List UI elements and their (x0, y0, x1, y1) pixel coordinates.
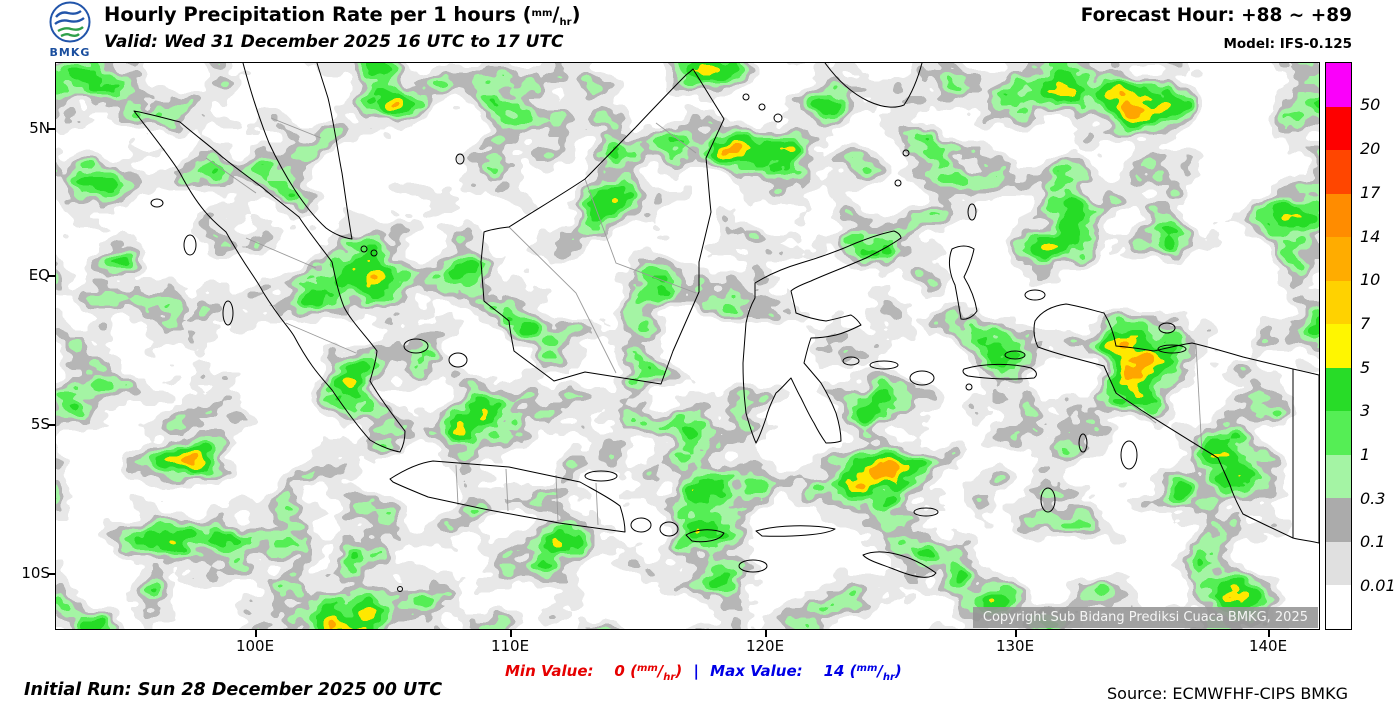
legend-swatch (1326, 193, 1351, 238)
legend-label: 0.1 (1360, 532, 1386, 551)
bmkg-logo: BMKG (42, 1, 98, 59)
legend-swatch (1326, 454, 1351, 499)
lat-label-10s: 10S (21, 564, 50, 582)
legend-label: 0.3 (1360, 489, 1386, 508)
initial-run-label: Initial Run: Sun 28 December 2025 00 UTC (24, 680, 443, 700)
axis-tick (48, 424, 55, 426)
lon-label-120e: 120E (745, 637, 785, 655)
min-value: Min Value: 0 (mm/hr) (505, 662, 683, 683)
bmkg-logo-text: BMKG (49, 46, 91, 59)
legend-label: 5 (1360, 358, 1371, 377)
lat-label-eq: EQ (28, 266, 50, 284)
legend-label: 17 (1360, 183, 1381, 202)
legend-swatch (1326, 150, 1351, 194)
separator: | (693, 662, 699, 680)
source-label: Source: ECMWFHF-CIPS BMKG (1107, 684, 1348, 703)
max-value: Max Value: 14 (mm/hr) (710, 662, 902, 683)
legend-swatch (1326, 63, 1351, 107)
lon-label-100e: 100E (235, 637, 275, 655)
legend-swatch (1326, 585, 1351, 629)
bmkg-logo-icon (49, 1, 91, 43)
map-canvas (56, 62, 1320, 629)
forecast-hour-label: Forecast Hour: +88 ~ +89 (1080, 5, 1352, 26)
precip-field (56, 63, 1319, 629)
axis-tick (765, 630, 767, 637)
axis-tick (510, 630, 512, 637)
axis-tick (255, 630, 257, 637)
legend-label: 20 (1360, 139, 1381, 158)
lat-label-5n: 5N (29, 119, 50, 137)
valid-time-label: Valid: Wed 31 December 2025 16 UTC to 17… (104, 32, 564, 52)
model-label: Model: IFS-0.125 (1223, 36, 1352, 52)
legend-label: 14 (1360, 227, 1381, 246)
copyright-label: Copyright Sub Bidang Prediksi Cuaca BMKG… (972, 607, 1318, 628)
legend-swatch (1326, 324, 1351, 368)
legend-swatch (1326, 106, 1351, 151)
precipitation-map: Copyright Sub Bidang Prediksi Cuaca BMKG… (55, 62, 1320, 630)
legend-label: 10 (1360, 270, 1381, 289)
legend-swatch (1326, 411, 1351, 455)
legend-label: 1 (1360, 445, 1371, 464)
legend-label: 0.01 (1360, 576, 1396, 595)
legend-label: 3 (1360, 401, 1371, 420)
axis-tick (1268, 630, 1270, 637)
province-boundaries (205, 117, 1203, 526)
legend-swatch (1326, 541, 1351, 586)
axis-tick (48, 275, 55, 277)
page-title-text: Hourly Precipitation Rate per 1 hours (104, 3, 516, 26)
legend-swatch (1326, 367, 1351, 412)
lon-label-140e: 140E (1248, 637, 1288, 655)
unit-mm-per-hr: (mm/hr) (849, 662, 902, 683)
color-scale-bar (1325, 62, 1352, 630)
axis-tick (1015, 630, 1017, 637)
axis-tick (48, 573, 55, 575)
island-outlines (133, 62, 1320, 592)
legend-swatch (1326, 498, 1351, 542)
lat-label-5s: 5S (30, 415, 50, 433)
page-title: Hourly Precipitation Rate per 1 hours (m… (104, 3, 581, 28)
axis-tick (48, 128, 55, 130)
legend-label: 7 (1360, 314, 1371, 333)
unit-mm-per-hr: (mm/hr) (630, 662, 683, 683)
lon-label-130e: 130E (995, 637, 1035, 655)
unit-mm-per-hr: (mm/hr) (522, 3, 581, 28)
legend-swatch (1326, 237, 1351, 281)
legend-label: 50 (1360, 95, 1381, 114)
min-max-values: Min Value: 0 (mm/hr) | Max Value: 14 (mm… (505, 662, 902, 683)
lon-label-110e: 110E (490, 637, 530, 655)
legend-swatch (1326, 280, 1351, 325)
